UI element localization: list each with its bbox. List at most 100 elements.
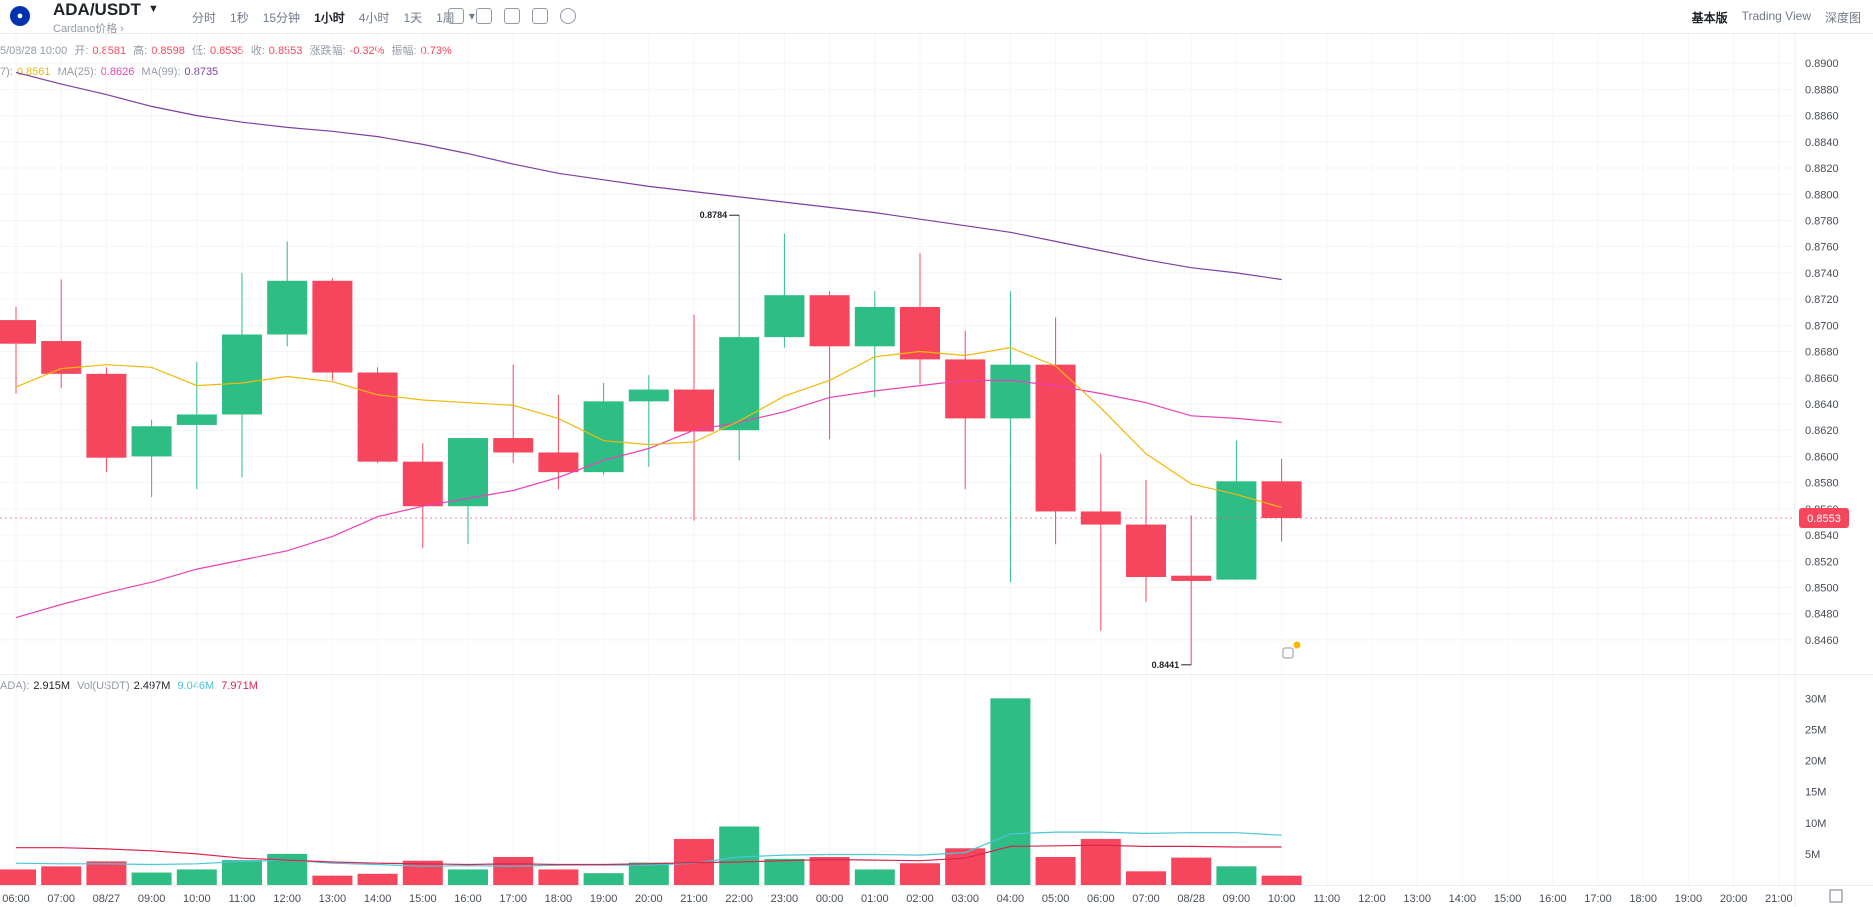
volume-tick-label: 15M (1805, 787, 1826, 799)
time-tick-label: 08/27 (93, 893, 121, 905)
close-label: 收: (250, 45, 265, 57)
price-tick-label: 0.8640 (1805, 399, 1839, 411)
time-tick-label: 12:00 (273, 893, 301, 905)
candle-body (854, 306, 895, 347)
time-tick-label: 11:00 (229, 893, 256, 905)
candle-body (628, 389, 669, 402)
view-selector: 基本版 Trading View 深度图 (1678, 9, 1861, 26)
high-label: 高: (133, 45, 148, 57)
volume-bar (764, 858, 805, 885)
time-tick-label: 00:00 (816, 893, 844, 905)
indicator-icon[interactable] (476, 8, 492, 24)
time-tick-label: 13:00 (319, 893, 347, 905)
change-label: 涨跌幅: (309, 45, 346, 57)
candle-body (674, 389, 714, 432)
volume-bar (131, 872, 172, 885)
time-tick-label: 05:00 (1042, 893, 1070, 905)
volume-bar (538, 869, 579, 885)
volume-ma-line-b (16, 844, 1282, 866)
time-tick-label: 12:00 (1358, 893, 1386, 905)
open-label: 开: (74, 45, 89, 57)
interval-tab-1h[interactable]: 1小时 (314, 11, 345, 25)
candle-body (990, 364, 1031, 419)
view-tab-depth[interactable]: 深度图 (1824, 11, 1861, 25)
price-alert-icon[interactable] (1282, 647, 1294, 659)
cardano-coin-icon: ● (10, 6, 30, 26)
time-tick-label: 18:00 (545, 893, 573, 905)
volume-bar (312, 875, 353, 885)
candle-body (176, 414, 217, 425)
candle-body (1035, 364, 1076, 512)
open-value: 0.8581 (92, 45, 127, 57)
interval-tab-4h[interactable]: 4小时 (358, 11, 390, 25)
price-tick-label: 0.8580 (1805, 478, 1839, 490)
view-tab-tradingview[interactable]: Trading View (1741, 9, 1811, 23)
time-tick-label: 15:00 (1494, 893, 1522, 905)
pair-dropdown-caret-icon[interactable]: ▼ (148, 3, 159, 15)
interval-tab-15m[interactable]: 15分钟 (262, 11, 301, 25)
price-tick-label: 0.8620 (1805, 425, 1839, 437)
volume-bar (176, 869, 217, 885)
candle-body (1126, 524, 1166, 578)
volume-bar (854, 869, 895, 885)
candle-body (809, 295, 850, 347)
time-tick-label: 10:00 (183, 893, 211, 905)
time-tick-label: 04:00 (997, 893, 1025, 905)
interval-tab-1d[interactable]: 1天 (403, 11, 423, 25)
time-tick-label: 21:00 (1765, 893, 1793, 905)
pair-title[interactable]: ADA/USDT (53, 0, 141, 19)
candle-style-icon[interactable] (504, 8, 520, 24)
ma25-label: MA(25): (57, 66, 97, 78)
high-value: 0.8598 (151, 45, 185, 57)
time-tick-label: 16:00 (454, 893, 482, 905)
price-tick-label: 0.8660 (1805, 373, 1839, 385)
volume-bar (267, 853, 308, 885)
time-tick-label: 08/28 (1177, 893, 1205, 905)
ma7-label: 7): (0, 66, 13, 78)
candle-body (583, 401, 624, 473)
low-label: 低: (191, 45, 206, 57)
time-tick-label: 13:00 (1403, 893, 1431, 905)
price-tick-label: 0.8600 (1805, 451, 1839, 463)
view-tab-basic[interactable]: 基本版 (1691, 11, 1728, 25)
interval-tab-timeline[interactable]: 分时 (192, 11, 217, 25)
ma25-value: 0.8626 (100, 66, 135, 78)
volume-bar (583, 873, 624, 885)
pair-subtitle-link[interactable]: Cardano价格 › (53, 23, 124, 35)
price-tick-label: 0.8740 (1805, 268, 1839, 280)
time-tick-label: 19:00 (1675, 893, 1703, 905)
calendar-icon[interactable] (448, 8, 464, 24)
candle-body (357, 372, 398, 462)
time-tick-label: 18:00 (1629, 893, 1657, 905)
candle-body (448, 438, 488, 507)
price-tick-label: 0.8840 (1805, 137, 1839, 149)
volume-bar (1216, 866, 1257, 885)
candle-body (312, 280, 353, 373)
candle-body (538, 452, 579, 473)
volume-tick-label: 25M (1805, 724, 1826, 736)
close-value: 0.8553 (268, 45, 303, 57)
more-intervals-chevron-icon[interactable]: ▾ (468, 9, 475, 23)
candlestick-chart[interactable]: 0.8900 0.8880 0.8860 0.8840 0.8820 0.8800 0.87… (0, 34, 1873, 907)
price-tick-label: 0.8760 (1805, 242, 1839, 254)
amplitude-value: 0.73% (420, 45, 452, 57)
volume-tick-label: 5M (1805, 849, 1820, 861)
time-tick-label: 10:00 (1268, 893, 1296, 905)
volume-bar (357, 873, 398, 885)
interval-tab-1s[interactable]: 1秒 (230, 11, 249, 25)
time-tick-label: 21:00 (680, 893, 708, 905)
ohlc-date: 5/08/28 10:00 (0, 45, 68, 57)
volume-bar (628, 862, 669, 885)
amplitude-label: 振幅: (391, 45, 417, 57)
candle-body (131, 426, 172, 457)
gear-icon[interactable] (560, 8, 576, 24)
vol-ma-a-value: 9.046M (177, 680, 215, 692)
time-tick-label: 17:00 (1584, 893, 1612, 905)
settings-list-icon[interactable] (532, 8, 548, 24)
ma25-line (15, 379, 1282, 619)
axis-reset-icon[interactable] (1829, 889, 1843, 903)
time-tick-label: 15:00 (409, 893, 437, 905)
time-tick-label: 20:00 (635, 893, 663, 905)
ohlc-info-line: 5/08/28 10:00 开: 0.8581 高: 0.8598 低: 0.8535… (0, 42, 456, 58)
ma99-line (15, 71, 1282, 281)
